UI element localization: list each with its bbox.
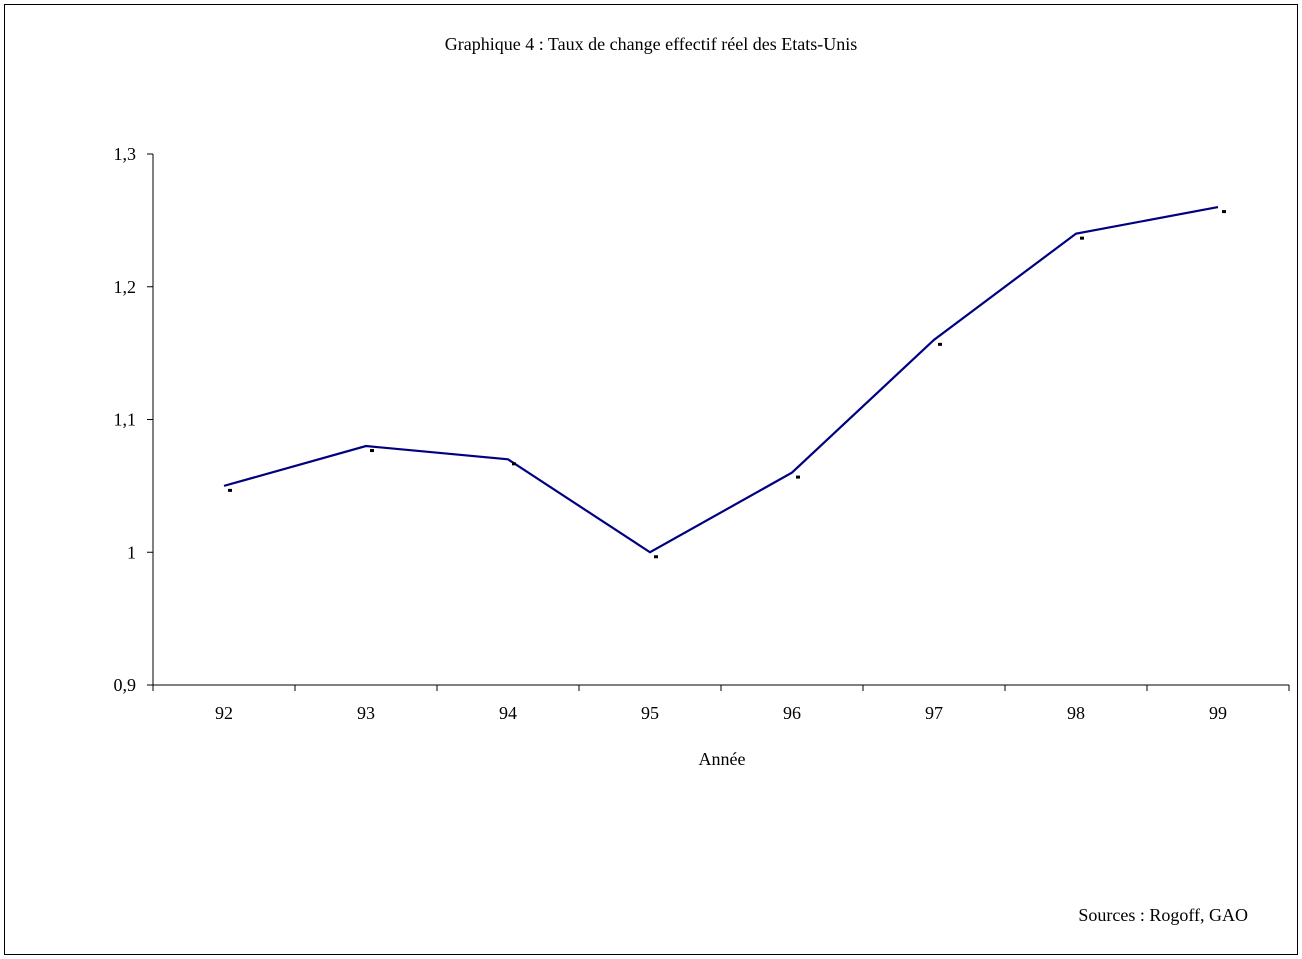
x-tick-label: 99	[1209, 703, 1227, 723]
x-tick-label: 92	[215, 703, 233, 723]
data-point	[512, 462, 516, 465]
x-axis-label: Année	[699, 749, 746, 769]
data-point	[228, 489, 232, 492]
data-point	[1222, 210, 1226, 213]
plot-area: 0,9 1 1,1 1,2 1,3 92 93 94 95 96 97 98 99	[114, 144, 1290, 723]
y-tick-label: 1	[127, 542, 136, 562]
y-tick-label: 0,9	[114, 675, 137, 695]
data-point	[796, 476, 800, 479]
x-tick-label: 93	[357, 703, 375, 723]
series-line	[224, 207, 1218, 552]
y-tick-label: 1,2	[114, 277, 137, 297]
x-tick-label: 97	[925, 703, 943, 723]
data-point	[654, 555, 658, 558]
data-point	[938, 343, 942, 346]
chart-title: Graphique 4 : Taux de change effectif ré…	[445, 34, 857, 54]
x-tick-label: 95	[641, 703, 659, 723]
x-tick-label: 94	[499, 703, 517, 723]
x-tick-label: 96	[783, 703, 801, 723]
x-tick-label: 98	[1067, 703, 1085, 723]
source-note: Sources : Rogoff, GAO	[1078, 905, 1248, 925]
data-point	[1080, 237, 1084, 240]
y-tick-label: 1,1	[114, 410, 137, 430]
y-tick-label: 1,3	[114, 144, 137, 164]
data-point	[370, 449, 374, 452]
